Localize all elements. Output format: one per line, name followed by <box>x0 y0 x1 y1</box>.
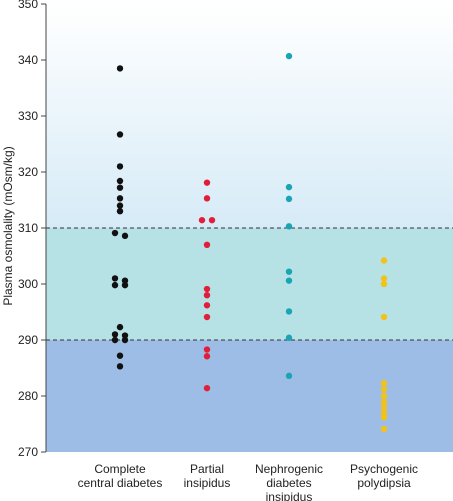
point-3-1 <box>380 275 388 282</box>
point-1-2 <box>198 216 206 224</box>
point-1-0 <box>203 179 211 186</box>
point-0-15 <box>111 331 119 338</box>
y-tick-label-320: 320 <box>18 165 38 179</box>
point-3-9 <box>380 409 388 416</box>
point-2-5 <box>285 277 293 284</box>
point-2-3 <box>285 223 293 230</box>
y-tick-label-300: 300 <box>18 277 38 291</box>
point-0-16 <box>121 332 129 339</box>
point-0-19 <box>116 352 124 359</box>
y-tick-label-350: 350 <box>18 0 38 11</box>
point-3-10 <box>380 414 388 421</box>
category-label-2-0: Nephrogenic <box>255 462 323 476</box>
point-2-1 <box>285 183 293 191</box>
y-tick-label-290: 290 <box>18 333 38 347</box>
y-tick-label-310: 310 <box>18 221 38 235</box>
category-label-2-1: diabetes <box>266 476 311 490</box>
point-0-17 <box>111 336 119 344</box>
category-label-1-0: Partial <box>190 462 224 476</box>
point-1-7 <box>203 302 211 309</box>
point-1-5 <box>203 285 211 293</box>
point-1-10 <box>203 353 211 360</box>
point-0-5 <box>116 195 124 202</box>
y-axis-title: Plasma osmolality (mOsm/kg) <box>1 146 15 305</box>
point-0-18 <box>121 336 129 344</box>
point-1-9 <box>203 346 211 353</box>
point-1-1 <box>203 195 211 202</box>
point-1-11 <box>203 384 211 392</box>
point-3-6 <box>380 392 388 400</box>
point-3-2 <box>380 280 388 288</box>
point-3-5 <box>380 386 388 393</box>
point-0-10 <box>111 275 119 282</box>
point-0-4 <box>116 184 124 191</box>
point-1-8 <box>203 313 211 321</box>
point-2-0 <box>285 52 293 60</box>
y-tick-label-330: 330 <box>18 109 38 123</box>
reference-lines <box>46 227 453 341</box>
point-0-0 <box>116 65 124 72</box>
point-3-8 <box>380 404 388 411</box>
point-1-4 <box>203 241 211 248</box>
point-0-11 <box>121 277 129 284</box>
y-tick-label-280: 280 <box>18 389 38 403</box>
point-0-6 <box>116 202 124 209</box>
point-0-2 <box>116 163 124 170</box>
point-2-6 <box>285 308 293 315</box>
category-label-2-2: insipidus <box>266 490 313 501</box>
y-axis: 270 280 290 300 310 320 330 340 350 <box>18 0 47 459</box>
band-normal <box>46 228 453 340</box>
band-low <box>46 340 453 452</box>
point-0-13 <box>121 281 129 289</box>
point-2-4 <box>285 268 293 275</box>
point-2-7 <box>285 334 293 341</box>
category-label-0-0: Complete <box>94 462 146 476</box>
point-3-0 <box>380 257 388 264</box>
point-1-6 <box>203 292 211 299</box>
point-0-3 <box>116 177 124 185</box>
point-3-3 <box>380 313 388 321</box>
point-0-7 <box>116 208 124 215</box>
y-tick-label-270: 270 <box>18 445 38 459</box>
point-3-4 <box>380 379 388 387</box>
data-points <box>111 52 388 433</box>
point-0-8 <box>111 229 119 237</box>
point-0-1 <box>116 131 124 138</box>
band-high <box>46 4 453 228</box>
y-tick-label-340: 340 <box>18 53 38 67</box>
point-0-20 <box>116 363 124 370</box>
point-0-14 <box>116 323 124 331</box>
category-label-3-0: Psychogenic <box>350 462 418 476</box>
point-2-2 <box>285 195 293 203</box>
point-3-11 <box>380 425 388 433</box>
point-3-7 <box>380 398 388 405</box>
point-2-8 <box>285 372 293 380</box>
category-label-1-1: insipidus <box>184 476 231 490</box>
point-1-3 <box>208 216 216 224</box>
category-label-3-1: polydipsia <box>357 476 411 490</box>
category-label-0-1: central diabetes <box>78 476 163 490</box>
point-0-12 <box>111 281 119 289</box>
point-0-9 <box>121 232 129 240</box>
